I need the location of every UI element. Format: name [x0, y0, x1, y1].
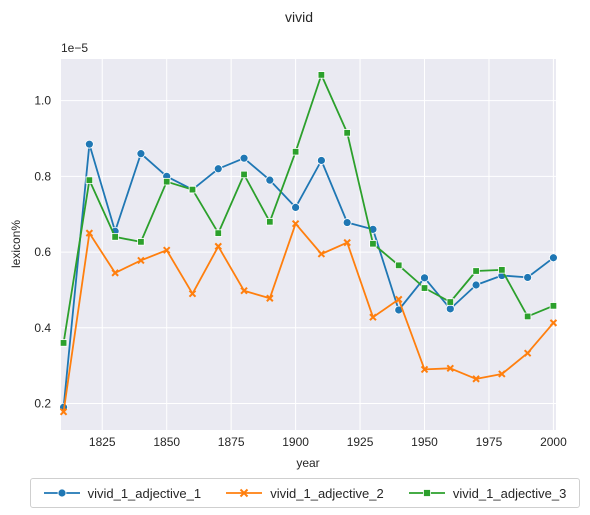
data-point — [240, 286, 248, 295]
data-point — [472, 267, 480, 275]
data-point — [239, 153, 249, 163]
x-tick-label: 1975 — [476, 435, 503, 449]
series-layer — [59, 71, 558, 416]
tick-labels: 1825 1850 1875 1900 1925 1950 1975 2000 0.2 0.4 0.… — [34, 94, 567, 449]
y-scale-label: 1e−5 — [61, 41, 88, 55]
data-point — [188, 185, 197, 194]
data-point — [498, 370, 506, 378]
data-point — [240, 170, 248, 179]
legend-swatch-series-1 — [43, 488, 80, 498]
series-line — [62, 143, 554, 408]
data-point — [213, 164, 223, 174]
data-point — [317, 250, 326, 258]
grid-lines — [61, 59, 556, 430]
data-point — [523, 349, 532, 357]
legend-label-series-2: vivid_1_adjective_2 — [270, 485, 384, 501]
data-point — [59, 339, 68, 347]
x-tick-label: 2000 — [540, 435, 567, 449]
y-tick-label: 0.8 — [34, 169, 51, 183]
chart-title: vivid — [285, 9, 313, 25]
data-point — [523, 273, 533, 282]
data-point — [343, 238, 351, 247]
data-point — [471, 280, 481, 290]
data-point — [317, 71, 326, 79]
data-point — [523, 312, 532, 321]
data-point — [163, 177, 171, 186]
y-tick-label: 0.4 — [34, 321, 51, 335]
x-tick-label: 1875 — [218, 435, 245, 449]
data-point — [395, 295, 403, 304]
data-point — [162, 246, 171, 254]
data-point — [111, 233, 119, 241]
data-point — [85, 229, 94, 237]
data-point — [291, 202, 301, 212]
data-point — [420, 365, 429, 374]
x-tick-label: 1925 — [347, 435, 374, 449]
data-point — [59, 408, 68, 416]
data-point — [395, 261, 403, 270]
legend-swatch-series-2 — [226, 488, 263, 498]
data-point — [369, 240, 377, 248]
y-tick-label: 0.2 — [34, 397, 51, 411]
x-tick-label: 1850 — [153, 435, 180, 449]
data-point — [549, 302, 558, 310]
series-3 — [59, 71, 558, 347]
data-point — [188, 290, 197, 298]
x-tick-label: 1825 — [89, 435, 116, 449]
data-point — [84, 139, 94, 149]
legend-label-series-1: vivid_1_adjective_1 — [87, 485, 202, 501]
data-point — [111, 269, 119, 277]
data-point — [549, 253, 558, 263]
data-point — [445, 304, 455, 314]
legend: vivid_1_adjective_1 vivid_1_adjective_2 … — [30, 478, 580, 508]
data-point — [446, 364, 455, 373]
data-point — [266, 294, 274, 302]
legend-item-series-1: vivid_1_adjective_1 — [43, 485, 202, 501]
x-tick-label: 1900 — [282, 435, 309, 449]
x-axis-label: year — [296, 456, 319, 470]
series-line — [62, 74, 554, 344]
data-point — [291, 219, 300, 228]
data-point — [369, 313, 377, 321]
legend-swatch-series-3 — [408, 489, 445, 497]
data-point — [291, 148, 300, 156]
legend-item-series-3: vivid_1_adjective_3 — [408, 485, 567, 501]
data-point — [137, 238, 145, 246]
y-tick-label: 0.6 — [34, 245, 51, 259]
data-point — [316, 156, 326, 165]
series-line — [62, 222, 555, 412]
data-point — [85, 176, 94, 184]
data-point — [214, 229, 222, 237]
data-point — [137, 256, 145, 265]
chart: vivid 1825 1850 1875 1900 1925 1950 1975 2000 0.… — [9, 9, 567, 470]
data-point — [420, 284, 429, 292]
data-point — [446, 298, 454, 306]
data-point — [343, 129, 351, 137]
data-point — [498, 266, 506, 274]
y-tick-label: 1.0 — [34, 94, 51, 108]
x-tick-label: 1950 — [411, 435, 438, 449]
series-2 — [59, 219, 558, 416]
y-axis-label: lexicon% — [9, 220, 23, 268]
legend-item-series-2: vivid_1_adjective_2 — [226, 485, 384, 501]
data-point — [472, 375, 480, 383]
data-point — [342, 218, 352, 227]
data-point — [136, 149, 146, 159]
data-point — [214, 242, 222, 251]
legend-label-series-3: vivid_1_adjective_3 — [452, 485, 567, 501]
data-point — [549, 319, 558, 327]
data-point — [420, 273, 429, 283]
data-point — [266, 218, 274, 226]
data-point — [265, 175, 275, 185]
